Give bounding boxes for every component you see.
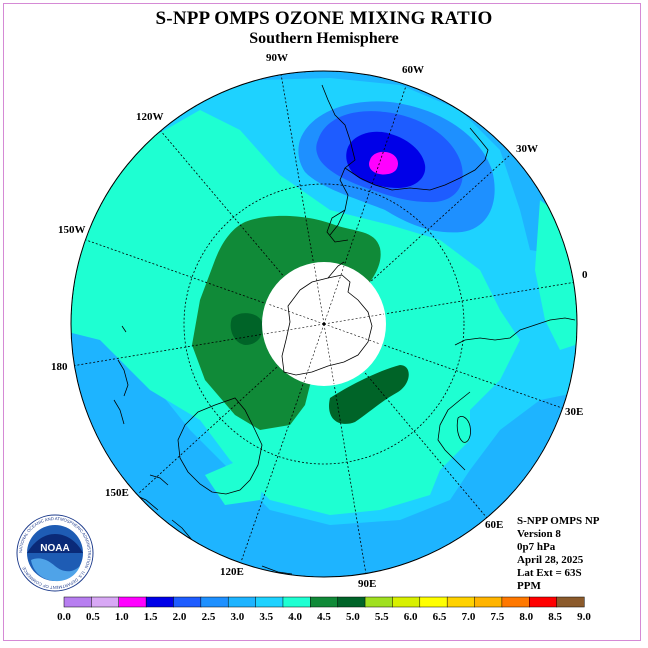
colorbar-tick-label: 4.5 [317, 611, 331, 623]
colorbar-tick-label: 6.5 [433, 611, 447, 623]
lon-label-90w: 90W [266, 52, 288, 64]
madagascar-coast [456, 416, 471, 443]
colorbar-tick-label: 1.0 [115, 611, 129, 623]
colorbar-swatch [227, 596, 257, 608]
colorbar-swatch [501, 596, 530, 608]
lon-label-0: 0 [582, 269, 588, 281]
lon-label-30w: 30W [516, 143, 538, 155]
colorbar-tick-label: 0.0 [57, 611, 71, 623]
info-pressure-level: 0p7 hPa [517, 541, 556, 553]
info-version: Version 8 [517, 528, 561, 540]
colorbar-tick-label: 4.0 [288, 611, 302, 623]
colorbar-tick-label: 0.5 [86, 611, 100, 623]
colorbar-swatch [446, 596, 476, 608]
map-title: S-NPP OMPS OZONE MIXING RATIO [155, 8, 493, 29]
colorbar-tick-label: 5.0 [346, 611, 360, 623]
south-pole-marker [322, 322, 326, 326]
colorbar-swatch [118, 596, 147, 608]
colorbar-swatch [91, 596, 120, 608]
colorbar-tick-label: 5.5 [375, 611, 389, 623]
lon-label-120e: 120E [220, 566, 244, 578]
colorbar-swatch [337, 596, 366, 608]
figure-frame [3, 3, 641, 641]
product-info: S-NPP OMPS NP Version 8 0p7 hPa April 28… [517, 515, 600, 593]
ozone-field [71, 71, 577, 577]
colorbar-swatch [419, 596, 448, 608]
lon-label-150w: 150W [58, 224, 86, 236]
info-units: PPM [517, 580, 541, 592]
field-band-4-0-region [205, 460, 265, 505]
colorbar-tick-label: 7.0 [462, 611, 476, 623]
colorbar-swatch [255, 596, 284, 608]
antarctica [281, 261, 373, 376]
colorbar-swatch [364, 596, 393, 608]
coastlines [113, 84, 576, 575]
longitude-labels: 90W 60W 30W 0 30E 60E 90E 120E 150E 180 … [51, 52, 588, 590]
colorbar-tick-label: 6.0 [404, 611, 418, 623]
africa-coast [437, 317, 576, 471]
colorbar-tick-label: 7.5 [490, 611, 504, 623]
colorbar-swatch [63, 596, 92, 608]
lon-label-120w: 120W [136, 111, 164, 123]
colorbar-swatch [474, 596, 503, 608]
colorbar-tick-label: 1.5 [144, 611, 158, 623]
indonesia-coast [134, 474, 293, 575]
new-zealand-coast [113, 359, 129, 425]
info-date: April 28, 2025 [517, 554, 584, 566]
noaa-logo-text: NOAA [40, 543, 69, 554]
colorbar [63, 596, 585, 608]
info-lat-extent: Lat Ext = 63S [517, 567, 582, 579]
lon-label-30e: 30E [565, 406, 583, 418]
polar-graticule [263, 263, 385, 385]
colorbar-swatch [310, 596, 339, 608]
map-subtitle: Southern Hemisphere [249, 30, 399, 47]
lon-label-60e: 60E [485, 519, 503, 531]
south-america-coast [321, 84, 489, 243]
colorbar-swatch [529, 596, 558, 608]
colorbar-swatch [392, 596, 421, 608]
colorbar-swatch [173, 596, 202, 608]
colorbar-swatch [556, 596, 585, 608]
lon-label-150e: 150E [105, 487, 129, 499]
noaa-logo: NOAA NATIONAL OCEANIC AND ATMOSPHERIC AD… [16, 514, 94, 592]
field-band-3-0-patch [71, 310, 577, 577]
lon-label-180: 180 [51, 361, 68, 373]
colorbar-tick-label: 2.0 [173, 611, 187, 623]
colorbar-tick-label: 8.0 [519, 611, 533, 623]
colorbar-tick-label: 8.5 [548, 611, 562, 623]
colorbar-tick-label: 9.0 [577, 611, 591, 623]
australia-coast [177, 397, 263, 495]
field-band-4-5-region [329, 365, 409, 424]
colorbar-tick-label: 3.0 [230, 611, 244, 623]
info-instrument: S-NPP OMPS NP [517, 515, 600, 527]
field-band-1-0-region [369, 151, 398, 175]
colorbar-swatch [282, 596, 311, 608]
colorbar-labels: 0.0 0.5 1.0 1.5 2.0 2.5 3.0 3.5 4.0 4.5 5.0 5.5 6.0 6… [57, 611, 591, 623]
field-band-5-0-region [230, 313, 263, 345]
map-boundary [70, 70, 578, 578]
lon-label-90e: 90E [358, 578, 376, 590]
south-georgia-island [121, 325, 127, 333]
colorbar-tick-label: 3.5 [259, 611, 273, 623]
colorbar-swatch [145, 596, 175, 608]
lon-label-60w: 60W [402, 64, 424, 76]
colorbar-swatch [200, 596, 229, 608]
colorbar-tick-label: 2.5 [202, 611, 216, 623]
